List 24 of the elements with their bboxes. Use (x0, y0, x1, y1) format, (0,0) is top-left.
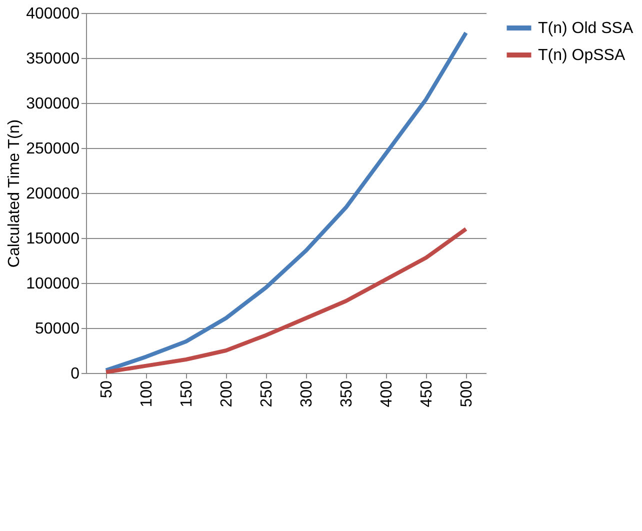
x-tick-label: 450 (418, 380, 436, 408)
y-tick-label: 250000 (26, 140, 80, 158)
line-series (104, 227, 468, 374)
legend-label: T(n) OpSSA (538, 47, 626, 64)
x-tick-label: 350 (338, 380, 356, 408)
y-tick-label: 400000 (26, 6, 80, 22)
y-tick-label: 350000 (26, 50, 80, 68)
y-tick-label: 200000 (26, 186, 80, 202)
x-tick-label: 400 (378, 380, 396, 408)
y-tick-label: 100000 (26, 276, 80, 292)
legend-label: T(n) Old SSA (538, 20, 634, 37)
y-tick-label: 150000 (26, 230, 80, 248)
y-tick-label: 0 (70, 366, 80, 382)
x-tick-label: 300 (298, 380, 316, 408)
y-axis-title: Calculated Time T(n) (6, 119, 24, 268)
x-tick-label: 150 (178, 380, 196, 408)
y-tick-label: 50000 (35, 320, 80, 338)
x-tick-label: 100 (138, 380, 156, 408)
x-tick-label: 250 (258, 380, 276, 408)
x-tick-label: 200 (218, 380, 236, 408)
x-tick-label: 500 (458, 380, 476, 408)
y-tick-label: 300000 (26, 96, 80, 112)
line-series (104, 30, 468, 372)
x-tick-label: 50 (98, 380, 116, 398)
